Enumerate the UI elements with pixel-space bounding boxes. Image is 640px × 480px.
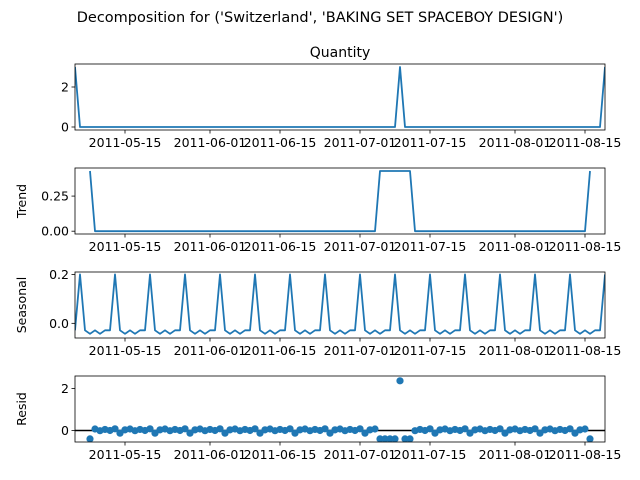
resid-point [396, 377, 404, 385]
xtick-label: 2011-08-01 [479, 447, 552, 462]
xtick-label: 2011-05-15 [89, 343, 162, 358]
ytick-label: 0.25 [41, 189, 69, 204]
resid-point [531, 425, 539, 433]
resid-point [391, 435, 399, 442]
xtick-label: 2011-07-15 [394, 343, 467, 358]
xtick-label: 2011-08-15 [549, 343, 622, 358]
resid-point [581, 425, 589, 433]
axes-frame-seasonal [74, 271, 606, 339]
figure-title: Decomposition for ('Switzerland', 'BAKIN… [77, 10, 564, 26]
ytick-label: 2 [61, 80, 69, 95]
ytick-label: 0 [61, 120, 69, 135]
resid-point [406, 435, 414, 442]
resid-point [321, 425, 329, 433]
panel-title: Quantity [310, 45, 371, 61]
plot-area-resid [75, 377, 605, 442]
xtick-label: 2011-06-01 [174, 135, 247, 150]
xtick-label: 2011-08-15 [549, 239, 622, 254]
xtick-label: 2011-07-01 [324, 447, 397, 462]
xtick-label: 2011-05-15 [89, 135, 162, 150]
xtick-label: 2011-07-01 [324, 239, 397, 254]
trend-line [89, 170, 591, 233]
resid-point [586, 435, 594, 442]
xtick-label: 2011-06-15 [244, 239, 317, 254]
axes-frame-observed [74, 63, 606, 131]
ytick-label: 2 [61, 381, 69, 396]
xtick-label: 2011-07-01 [324, 343, 397, 358]
ylabel-trend: Trend [14, 184, 29, 219]
axes-frame-resid [74, 375, 606, 443]
xtick-label: 2011-08-15 [549, 135, 622, 150]
resid-point [86, 435, 94, 442]
ytick-label: 0.00 [41, 224, 69, 239]
resid-point [496, 425, 504, 433]
xtick-label: 2011-06-15 [244, 447, 317, 462]
resid-point [146, 425, 154, 433]
resid-point [251, 425, 259, 433]
xtick-label: 2011-06-01 [174, 343, 247, 358]
resid-point [356, 425, 364, 433]
axes-frame-trend [74, 167, 606, 235]
xtick-label: 2011-08-01 [479, 343, 552, 358]
xtick-label: 2011-05-15 [89, 447, 162, 462]
ylabel-seasonal: Seasonal [14, 277, 29, 334]
xtick-label: 2011-07-15 [394, 447, 467, 462]
ylabel-resid: Resid [14, 392, 29, 426]
resid-point [181, 425, 189, 433]
plot-area-observed [75, 66, 605, 128]
plot-area-seasonal [75, 273, 605, 335]
xtick-label: 2011-05-15 [89, 239, 162, 254]
resid-point [286, 425, 294, 433]
resid-point [216, 425, 224, 433]
xtick-label: 2011-06-15 [244, 135, 317, 150]
xtick-label: 2011-08-15 [549, 447, 622, 462]
xtick-label: 2011-08-01 [479, 239, 552, 254]
seasonal-line [75, 273, 605, 335]
plot-area-trend [89, 170, 591, 233]
resid-point [566, 425, 574, 433]
resid-point [371, 425, 379, 433]
xtick-label: 2011-06-01 [174, 447, 247, 462]
ytick-label: 0.2 [49, 267, 69, 282]
xtick-label: 2011-07-15 [394, 135, 467, 150]
quantity-line [75, 66, 605, 128]
xtick-label: 2011-07-01 [324, 135, 397, 150]
xtick-label: 2011-07-15 [394, 239, 467, 254]
xtick-label: 2011-08-01 [479, 135, 552, 150]
xtick-label: 2011-06-15 [244, 343, 317, 358]
xtick-label: 2011-06-01 [174, 239, 247, 254]
resid-point [111, 425, 119, 433]
resid-point [461, 425, 469, 433]
ytick-label: 0 [61, 423, 69, 438]
ytick-label: 0.0 [49, 316, 69, 331]
resid-point [426, 425, 434, 433]
